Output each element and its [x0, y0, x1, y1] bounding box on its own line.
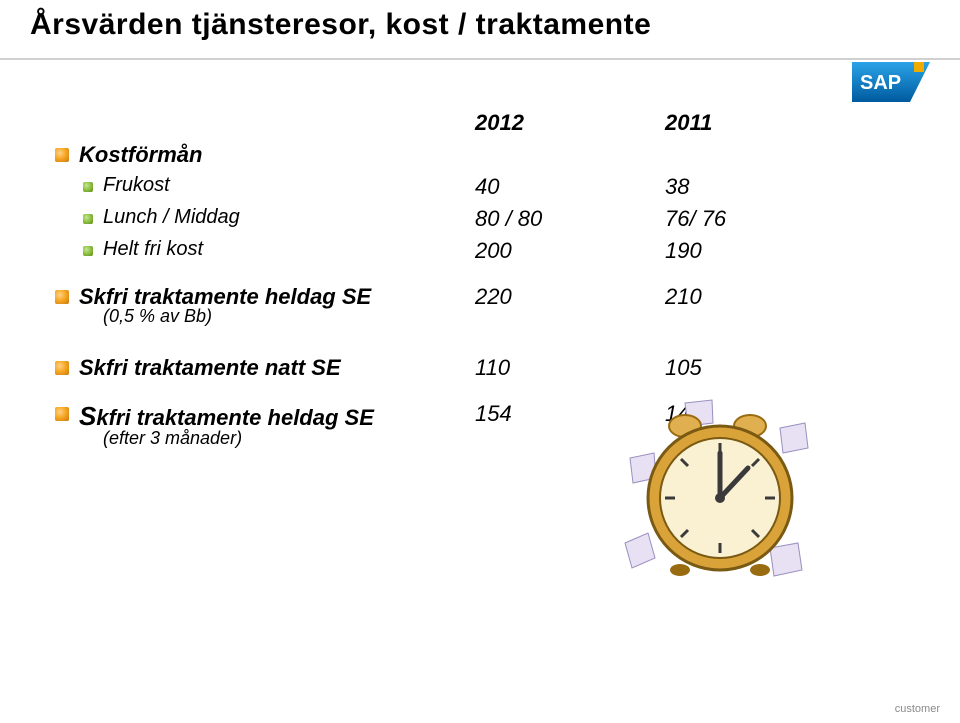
- value-2011: 190: [665, 238, 865, 264]
- row-kostforman: Kostförmån: [55, 142, 875, 168]
- value-2012: 220: [475, 284, 665, 310]
- bullet-icon: [55, 407, 69, 421]
- value-2011: 76/ 76: [665, 206, 865, 232]
- value-2011: 105: [665, 355, 865, 381]
- value-2012: 40: [475, 174, 665, 200]
- col-2012: 2012: [475, 110, 665, 136]
- value-2012: 80 / 80: [475, 206, 665, 232]
- label: Kostförmån: [79, 142, 202, 168]
- bullet-icon: [83, 182, 93, 192]
- bullet-icon: [55, 361, 69, 375]
- col-2011: 2011: [665, 110, 865, 136]
- label: Helt fri kost: [103, 238, 203, 261]
- bullet-icon: [83, 214, 93, 224]
- svg-text:SAP: SAP: [860, 72, 901, 94]
- label: Lunch / Middag: [103, 206, 240, 229]
- bullet-icon: [55, 290, 69, 304]
- table-header: 2012 2011: [55, 110, 875, 136]
- row-lunch: Lunch / Middag 80 / 80 76/ 76: [55, 206, 875, 232]
- row-natt: Skfri traktamente natt SE 110 105: [55, 355, 875, 381]
- row-heldag: Skfri traktamente heldag SE (0,5 % av Bb…: [55, 284, 875, 335]
- bullet-icon: [55, 148, 69, 162]
- page-header: Årsvärden tjänsteresor, kost / traktamen…: [30, 8, 651, 42]
- row-helt: Helt fri kost 200 190: [55, 238, 875, 264]
- value-2011: 210: [665, 284, 865, 310]
- value-2012: 110: [475, 355, 665, 381]
- page-title: Årsvärden tjänsteresor, kost / traktamen…: [30, 8, 651, 42]
- label: Frukost: [103, 174, 170, 197]
- sap-logo: SAP: [852, 62, 930, 107]
- value-2012: 200: [475, 238, 665, 264]
- bullet-icon: [83, 246, 93, 256]
- label: Skfri traktamente natt SE: [79, 355, 341, 381]
- footer-text: customer: [895, 703, 940, 715]
- clock-icon: [620, 398, 820, 593]
- value-2011: 38: [665, 174, 865, 200]
- title-underline: [0, 58, 960, 60]
- row-frukost: Frukost 40 38: [55, 174, 875, 200]
